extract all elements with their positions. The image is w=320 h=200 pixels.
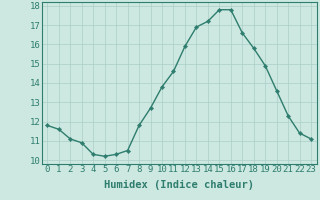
X-axis label: Humidex (Indice chaleur): Humidex (Indice chaleur) [104, 180, 254, 190]
